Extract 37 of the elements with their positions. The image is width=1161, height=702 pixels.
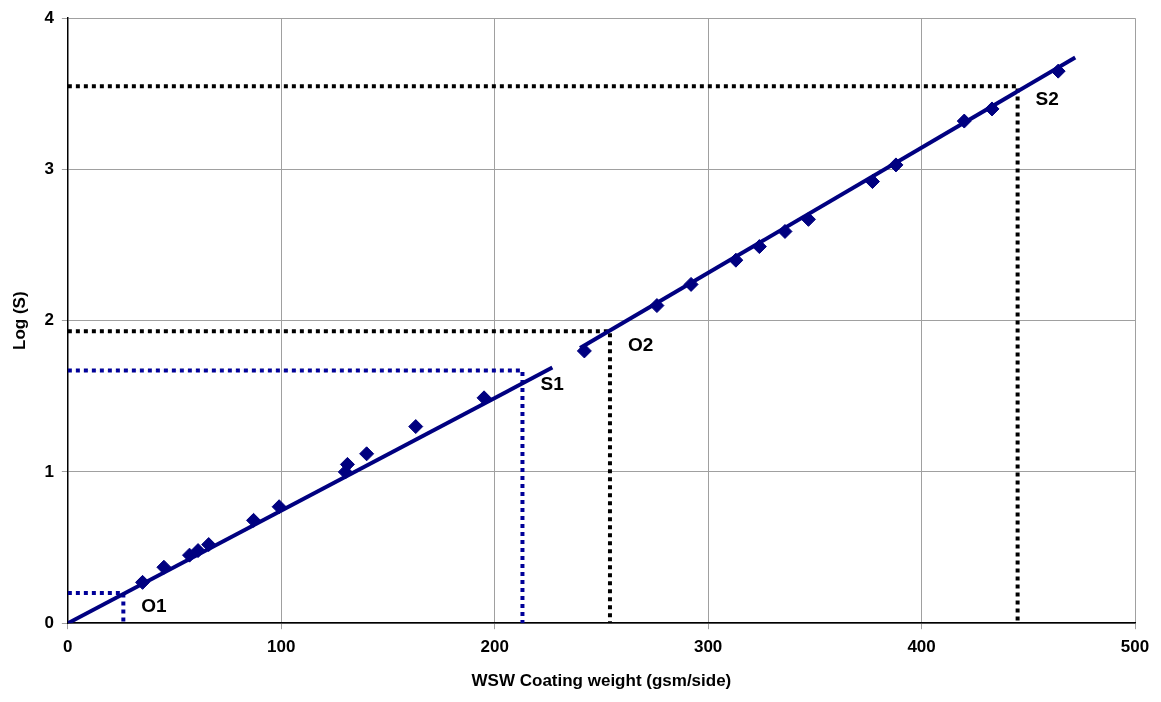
- point: [339, 456, 355, 472]
- point: [271, 499, 287, 515]
- point: [359, 446, 375, 462]
- annotation: O2: [627, 333, 654, 355]
- point: [156, 559, 172, 575]
- x-axis-title: WSW Coating weight (gsm/side): [471, 671, 732, 691]
- point: [864, 174, 880, 190]
- point: [190, 543, 206, 559]
- annotation: S1: [540, 372, 565, 394]
- point: [984, 101, 1000, 117]
- annotation: S2: [1035, 88, 1059, 110]
- x-tick-label: 300: [693, 637, 723, 657]
- y-axis-title: Log (S): [9, 291, 29, 350]
- y-tick-label: 3: [44, 159, 54, 179]
- point: [800, 211, 816, 227]
- point: [888, 157, 904, 173]
- point: [408, 419, 424, 435]
- y-tick-label: 1: [44, 461, 54, 481]
- point: [728, 252, 744, 268]
- point: [649, 298, 665, 314]
- point: [956, 113, 972, 129]
- y-tick-label: 2: [44, 310, 54, 330]
- x-tick-label: 0: [63, 637, 73, 657]
- y-tick-label: 4: [44, 7, 55, 27]
- point: [777, 223, 793, 239]
- point: [751, 239, 767, 255]
- point: [201, 537, 217, 553]
- x-tick-label: 200: [480, 637, 509, 657]
- point: [135, 574, 151, 590]
- point: [683, 276, 699, 292]
- x-tick-label: 400: [907, 637, 936, 657]
- point: [576, 343, 592, 359]
- annotation: O1: [141, 595, 168, 617]
- point: [246, 512, 262, 528]
- y-tick-label: 0: [44, 612, 54, 632]
- x-tick-label: 500: [1120, 637, 1150, 657]
- x-tick-label: 100: [267, 637, 296, 657]
